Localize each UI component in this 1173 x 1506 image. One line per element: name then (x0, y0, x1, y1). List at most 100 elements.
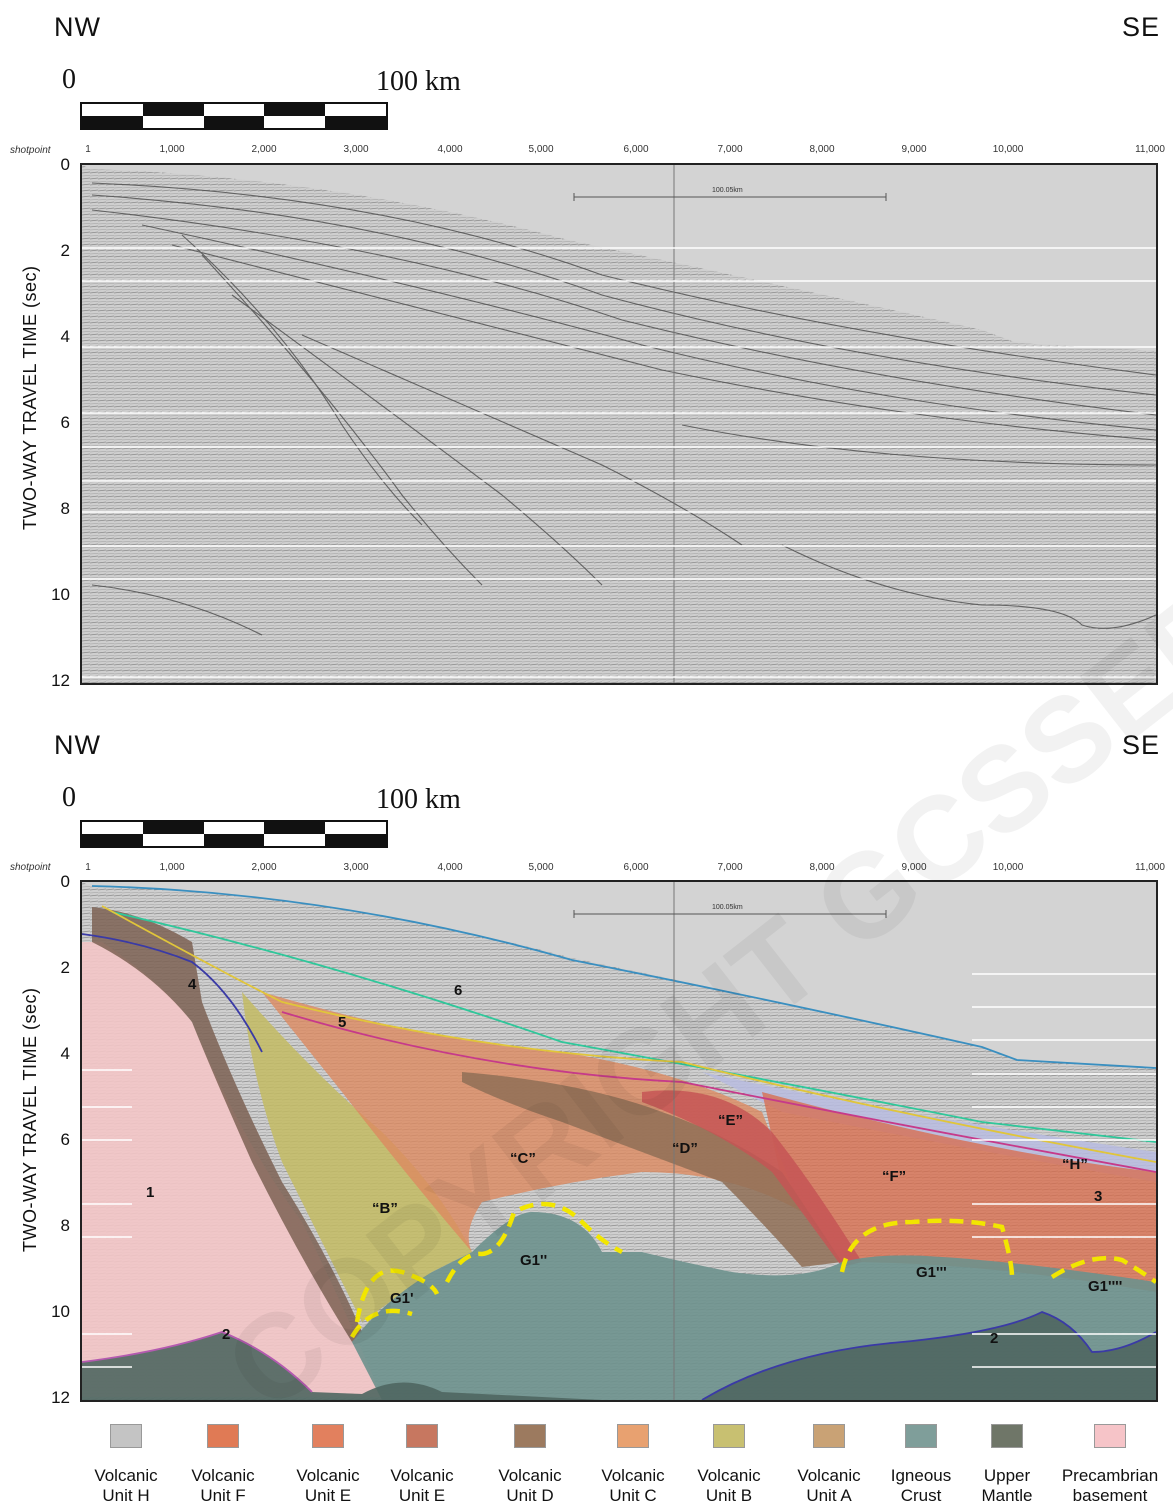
label-unit-h: “H” (1062, 1156, 1088, 1173)
top-inset-scale-label: 100.05km (712, 187, 743, 194)
top-y-tick: 8 (60, 499, 70, 518)
legend-swatch (207, 1424, 239, 1448)
legend-swatch (312, 1424, 344, 1448)
legend-label-line1: Volcanic (296, 1466, 360, 1485)
legend-swatch (406, 1424, 438, 1448)
region-unit-e (642, 1090, 862, 1267)
bottom-scale-bar (80, 820, 388, 848)
top-seismic-svg (82, 165, 1156, 683)
legend-label-line1: Volcanic (94, 1466, 158, 1485)
top-se-label: SE (1122, 12, 1161, 42)
top-shotpoint-tick: 4,000 (437, 144, 463, 155)
legend-swatch (713, 1424, 745, 1448)
top-shotpoint-tick: 11,000 (1135, 144, 1165, 155)
top-y-tick: 10 (51, 585, 70, 604)
label-unit-b: “B” (372, 1200, 398, 1217)
legend-label-line1: Volcanic (601, 1466, 665, 1485)
region-unit-h (702, 1072, 1156, 1182)
bottom-y-tick: 10 (51, 1302, 70, 1321)
bottom-shotpoint-tick: 3,000 (343, 862, 369, 873)
legend-swatch (813, 1424, 845, 1448)
bottom-interpretation-svg (82, 882, 1156, 1400)
top-shotpoint-title: shotpoint (10, 145, 51, 156)
top-y-axis-label: TWO-WAY TRAVEL TIME (sec) (20, 265, 40, 530)
label-2-right: 2 (990, 1330, 999, 1347)
bottom-nw-label: NW (54, 730, 101, 760)
top-y-tick: 4 (60, 327, 70, 346)
legend-item: Volcanic Unit F (173, 1424, 273, 1506)
bottom-y-tick: 8 (60, 1216, 70, 1235)
label-g1-2: G1'' (520, 1252, 548, 1269)
bottom-y-tick: 4 (60, 1044, 70, 1063)
legend-label-line2: Mantle (981, 1486, 1033, 1505)
top-shotpoint-tick: 10,000 (992, 144, 1024, 155)
legend-swatch (110, 1424, 142, 1448)
legend-label-line2: Unit C (609, 1486, 657, 1505)
legend-item: Volcanic Unit D (480, 1424, 580, 1506)
bottom-shotpoint-tick: 9,000 (901, 862, 927, 873)
label-4: 4 (188, 976, 197, 993)
top-seismic-section: 100.05km (80, 163, 1158, 685)
label-3: 3 (1094, 1188, 1103, 1205)
top-shotpoint-tick: 5,000 (528, 144, 554, 155)
bottom-interpreted-section: 100.05km 1 2 2 3 4 5 6 “B” “C” “D” “E” “… (80, 880, 1158, 1402)
top-shotpoint-tick: 6,000 (623, 144, 649, 155)
label-g1-1: G1' (390, 1290, 414, 1307)
region-mantle-left (82, 1332, 602, 1400)
top-scale-end: 100 km (376, 66, 461, 97)
top-shotpoint-tick: 2,000 (251, 144, 277, 155)
bottom-scale-end: 100 km (376, 784, 461, 815)
top-shotpoint-tick: 3,000 (343, 144, 369, 155)
bottom-se-label: SE (1122, 730, 1161, 760)
legend-swatch (991, 1424, 1023, 1448)
bottom-shotpoint-tick: 4,000 (437, 862, 463, 873)
bottom-shotpoint-tick: 1,000 (159, 862, 185, 873)
label-unit-d: “D” (672, 1140, 698, 1157)
label-6: 6 (454, 982, 463, 999)
legend-item: Upper Mantle (957, 1424, 1057, 1506)
legend-label-line2: Crust (900, 1486, 942, 1505)
legend-label-line2: basement (1072, 1486, 1148, 1505)
top-y-tick: 0 (60, 155, 70, 174)
bottom-y-tick: 12 (51, 1388, 70, 1407)
label-g1-3: G1''' (916, 1264, 947, 1281)
region-basement (82, 942, 382, 1397)
bottom-y-tick: 6 (60, 1130, 70, 1149)
region-unit-f (762, 1092, 1156, 1292)
legend-label-line1: Precambrian (1061, 1466, 1159, 1485)
legend-label-line2: Unit E (398, 1486, 446, 1505)
legend-item: Volcanic Unit B (679, 1424, 779, 1506)
top-shotpoint-tick: 1 (85, 144, 91, 155)
legend-swatch (1094, 1424, 1126, 1448)
legend-label-line1: Volcanic (390, 1466, 454, 1485)
bottom-shotpoint-tick: 10,000 (992, 862, 1024, 873)
bottom-y-axis-label: TWO-WAY TRAVEL TIME (sec) (20, 987, 40, 1252)
bottom-scale-zero: 0 (62, 782, 76, 813)
top-y-tick: 2 (60, 241, 70, 260)
bottom-shotpoint-tick: 6,000 (623, 862, 649, 873)
bottom-shotpoint-title: shotpoint (10, 862, 51, 873)
legend-item: Volcanic Unit H (76, 1424, 176, 1506)
top-scale-zero: 0 (62, 64, 76, 95)
bottom-shotpoint-tick: 11,000 (1135, 862, 1165, 873)
legend-label-line2: Unit D (506, 1486, 554, 1505)
legend-label-line2: Unit B (705, 1486, 753, 1505)
label-unit-e: “E” (718, 1112, 744, 1129)
legend-label-line1: Upper (983, 1466, 1031, 1485)
legend-swatch (905, 1424, 937, 1448)
legend-label-line1: Igneous (890, 1466, 952, 1485)
top-y-tick: 6 (60, 413, 70, 432)
legend-item: Volcanic Unit E (278, 1424, 378, 1506)
legend-label-line1: Volcanic (797, 1466, 861, 1485)
legend-swatch (617, 1424, 649, 1448)
top-shotpoint-tick: 1,000 (159, 144, 185, 155)
legend-item: Volcanic Unit A (779, 1424, 879, 1506)
bottom-y-tick: 0 (60, 872, 70, 891)
label-5: 5 (338, 1014, 347, 1031)
legend-label-line1: Volcanic (498, 1466, 562, 1485)
region-unit-c (262, 992, 802, 1252)
bottom-shotpoint-tick: 8,000 (809, 862, 835, 873)
legend-label-line2: Unit E (304, 1486, 352, 1505)
legend-label-line1: Volcanic (697, 1466, 761, 1485)
legend-item: Precambrian basement (1060, 1424, 1160, 1506)
